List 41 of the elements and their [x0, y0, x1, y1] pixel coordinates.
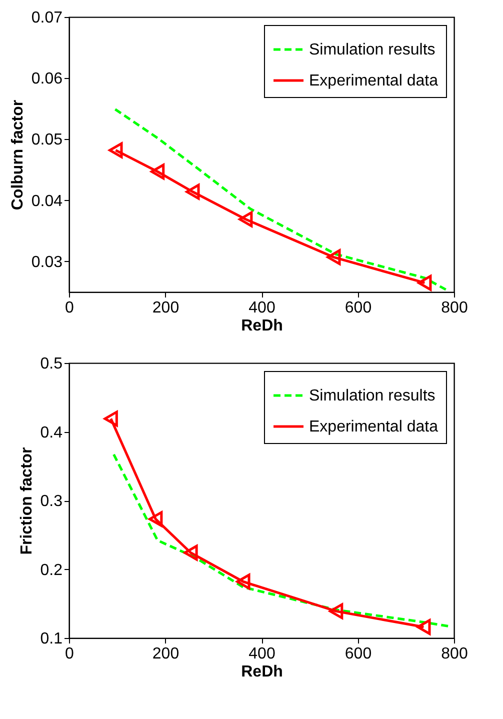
x-tick-label: 600: [344, 300, 372, 316]
x-tick-label: 600: [344, 646, 372, 662]
point: [150, 164, 165, 180]
x-tick-label: 800: [441, 300, 468, 316]
point: [236, 574, 250, 590]
y-tick-label: 0.05: [31, 132, 63, 149]
y-tick-label: 0.5: [40, 356, 63, 372]
y-tick-label: 0.07: [31, 10, 63, 26]
y-axis-title: Colburn factor: [9, 100, 26, 210]
x-tick-label: 200: [152, 300, 180, 316]
x-tick-label: 0: [65, 300, 74, 316]
x-tick-label: 0: [65, 646, 74, 662]
y-tick-label: 0.03: [31, 254, 63, 271]
point: [416, 619, 431, 635]
point: [108, 142, 123, 158]
x-tick-label: 400: [248, 646, 276, 662]
y-axis-title: Friction factor: [18, 447, 36, 555]
point: [104, 410, 118, 427]
point: [329, 603, 344, 620]
y-tick-label: 0.2: [40, 562, 63, 579]
point: [418, 274, 432, 291]
legend-label: Experimental data: [309, 72, 438, 90]
line-series: [114, 108, 448, 291]
x-tick-label: 800: [441, 646, 468, 662]
x-tick-label: 200: [152, 646, 180, 662]
x-axis-title: ReDh: [241, 318, 283, 334]
y-tick-label: 0.4: [40, 424, 63, 442]
y-tick-label: 0.06: [31, 70, 63, 88]
legend-label: Simulation results: [309, 42, 436, 58]
point: [238, 211, 253, 228]
y-tick-label: 0.3: [40, 493, 63, 510]
x-tick-label: 400: [248, 300, 276, 316]
y-tick-label: 0.1: [40, 630, 63, 648]
point: [186, 184, 200, 200]
y-tick-label: 0.04: [31, 192, 63, 210]
legend-label: Simulation results: [309, 388, 436, 404]
point: [326, 249, 341, 266]
point: [184, 544, 198, 561]
point: [148, 511, 163, 528]
legend-label: Experimental data: [309, 418, 438, 436]
x-axis-title: ReDh: [241, 664, 283, 680]
